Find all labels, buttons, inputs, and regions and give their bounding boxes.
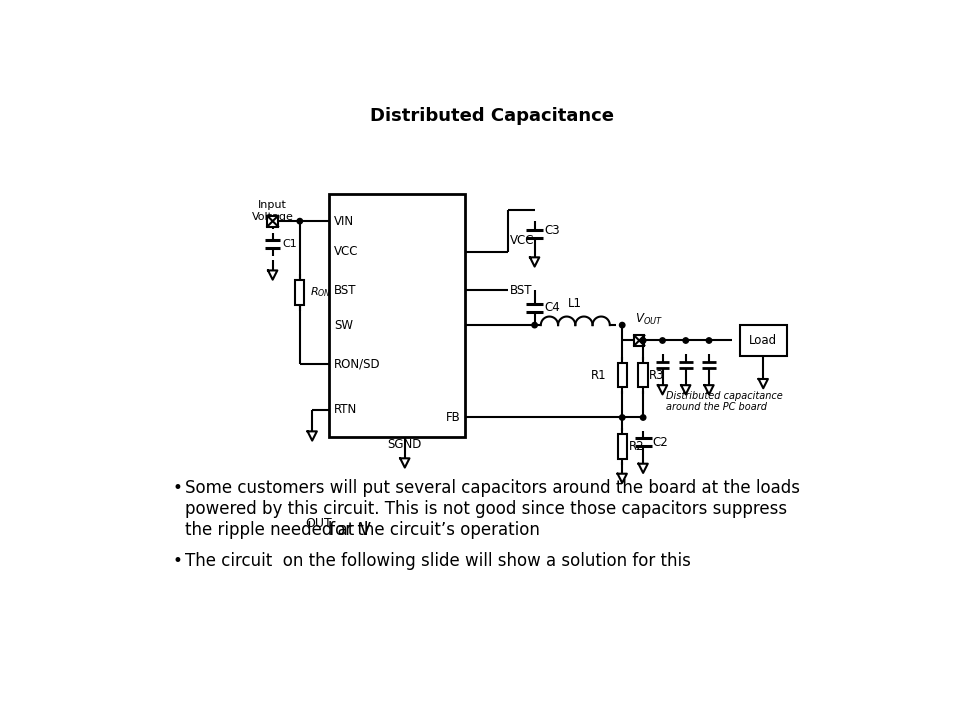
Text: $V_{OUT}$: $V_{OUT}$	[635, 312, 662, 327]
Text: R1: R1	[591, 369, 607, 382]
Circle shape	[532, 323, 538, 328]
Text: Input
Voltage: Input Voltage	[252, 200, 294, 222]
Text: SW: SW	[334, 318, 353, 332]
Text: Some customers will put several capacitors around the board at the loads: Some customers will put several capacito…	[185, 479, 800, 497]
Text: C3: C3	[544, 224, 561, 237]
Circle shape	[640, 415, 646, 420]
Text: The circuit  on the following slide will show a solution for this: The circuit on the following slide will …	[185, 552, 691, 570]
Text: OUT: OUT	[305, 517, 332, 530]
Text: •: •	[173, 479, 182, 497]
Bar	[617, 434, 627, 459]
Text: BST: BST	[510, 284, 533, 297]
Text: •: •	[173, 552, 182, 570]
Text: VCC: VCC	[510, 234, 535, 247]
Text: VCC: VCC	[334, 246, 358, 258]
Circle shape	[640, 338, 646, 343]
Bar	[329, 194, 465, 437]
Text: for the circuit’s operation: for the circuit’s operation	[324, 521, 540, 539]
Text: powered by this circuit. This is not good since those capacitors suppress: powered by this circuit. This is not goo…	[185, 500, 787, 518]
Text: SGND: SGND	[388, 438, 422, 451]
Text: Distributed capacitance
around the PC board: Distributed capacitance around the PC bo…	[666, 390, 783, 412]
Circle shape	[707, 338, 711, 343]
Text: FB: FB	[445, 411, 460, 424]
Text: Load: Load	[749, 334, 778, 347]
Bar	[617, 363, 627, 387]
Text: $R_{ON}$: $R_{ON}$	[310, 285, 331, 300]
Bar	[295, 280, 304, 305]
Bar	[635, 336, 644, 346]
Text: C1: C1	[283, 239, 298, 249]
Text: L1: L1	[568, 297, 583, 310]
Circle shape	[683, 338, 688, 343]
Text: RTN: RTN	[334, 403, 357, 416]
Text: R3: R3	[649, 369, 665, 382]
Text: RON/SD: RON/SD	[334, 357, 380, 370]
Text: Distributed Capacitance: Distributed Capacitance	[370, 107, 614, 125]
Text: C2: C2	[653, 436, 668, 449]
Bar	[267, 216, 278, 227]
Circle shape	[660, 338, 665, 343]
Text: the ripple needed at V: the ripple needed at V	[185, 521, 371, 539]
Text: BST: BST	[334, 284, 356, 297]
Bar	[638, 363, 648, 387]
Bar	[740, 325, 786, 356]
Circle shape	[297, 218, 302, 224]
Circle shape	[619, 415, 625, 420]
Text: VIN: VIN	[334, 215, 354, 228]
Circle shape	[619, 323, 625, 328]
Text: C4: C4	[544, 301, 561, 314]
Text: R2: R2	[629, 440, 644, 454]
